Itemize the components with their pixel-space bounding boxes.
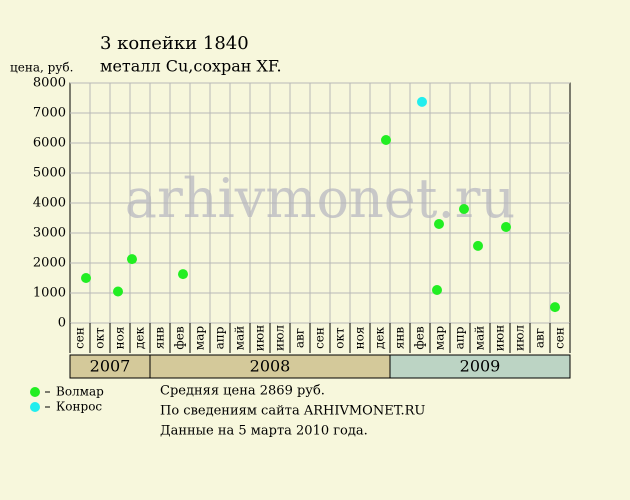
x-tick-label: дек: [133, 327, 147, 349]
point: [501, 222, 511, 232]
note: Данные на 5 марта 2010 года.: [160, 424, 368, 439]
x-tick-label: авг: [533, 328, 547, 348]
point: [127, 254, 137, 265]
watermark: arhivmonet.ru: [125, 167, 515, 230]
x-tick-label: фев: [173, 326, 187, 349]
y-tick-label: 5000: [33, 166, 66, 181]
y-tick-label: 4000: [33, 196, 66, 211]
point: [178, 269, 188, 280]
y-tick-label: 6000: [33, 136, 66, 151]
x-tick-label: апр: [453, 326, 467, 349]
x-tick-label: сен: [73, 327, 87, 349]
note: По сведениям сайта ARHIVMONET.RU: [160, 404, 425, 419]
legend-label: Волмар: [56, 385, 104, 399]
year-label: 2009: [460, 357, 501, 376]
x-tick-label: ноя: [113, 327, 127, 350]
y-tick-label: 1000: [33, 286, 66, 301]
legend-marker: [30, 402, 40, 412]
x-tick-label: фев: [413, 326, 427, 349]
y-tick-label: 3000: [33, 226, 66, 241]
x-tick-label: янв: [153, 327, 167, 350]
point: [113, 286, 123, 297]
y-axis-label: цена, руб.: [10, 61, 73, 75]
x-tick-label: сен: [313, 327, 327, 349]
point: [459, 204, 469, 214]
x-tick-label: июл: [513, 325, 527, 351]
x-tick-label: апр: [213, 326, 227, 349]
point: [381, 135, 391, 145]
legend-marker: [30, 387, 40, 397]
x-tick-label: окт: [93, 327, 107, 349]
x-tick-label: окт: [333, 327, 347, 349]
x-tick-label: ноя: [353, 327, 367, 350]
x-tick-label: янв: [393, 327, 407, 350]
y-tick-label: 0: [58, 316, 66, 331]
x-tick-label: июл: [273, 325, 287, 351]
y-tick-label: 2000: [33, 256, 66, 271]
point: [550, 302, 560, 313]
chart-title: 3 копейки 1840: [100, 33, 249, 54]
x-tick-label: май: [233, 326, 247, 351]
x-tick-label: авг: [293, 328, 307, 348]
x-tick-label: мар: [193, 326, 207, 350]
point: [434, 219, 444, 229]
x-tick-label: май: [473, 326, 487, 351]
y-tick-label: 8000: [33, 76, 66, 91]
year-label: 2008: [250, 357, 291, 376]
note: Средняя цена 2869 руб.: [160, 384, 325, 399]
point: [81, 273, 91, 283]
x-tick-label: дек: [373, 327, 387, 349]
point: [432, 285, 442, 295]
y-tick-label: 7000: [33, 106, 66, 121]
x-tick-label: сен: [553, 327, 567, 349]
point: [417, 96, 427, 107]
x-tick-label: мар: [433, 326, 447, 350]
year-label: 2007: [90, 357, 131, 376]
x-tick-label: июн: [253, 325, 267, 351]
legend-label: Конрос: [56, 400, 102, 414]
x-tick-label: июн: [493, 325, 507, 351]
point: [473, 240, 483, 251]
chart-subtitle: металл Cu,сохран XF.: [100, 57, 282, 76]
year-cell: [389, 354, 571, 379]
